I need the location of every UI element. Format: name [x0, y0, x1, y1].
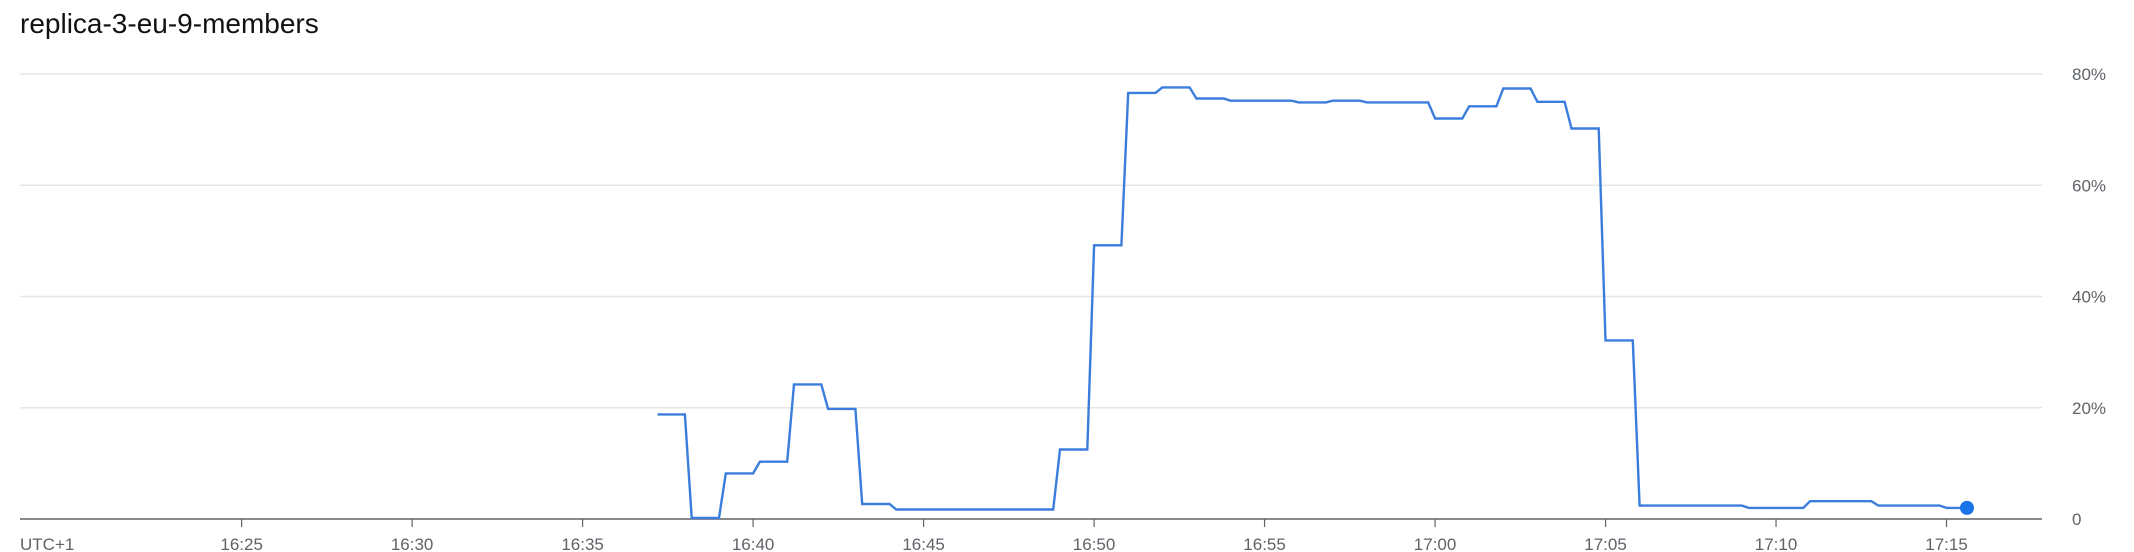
x-axis-ticks: 16:25 16:30 16:35 16:40 16:45 16:50 16:55 17:00…	[220, 519, 1968, 552]
x-tick-label: 16:35	[561, 535, 604, 552]
x-tick-label: 17:05	[1584, 535, 1627, 552]
y-tick-label: 20%	[2072, 399, 2106, 418]
x-tick-label: 16:25	[220, 535, 263, 552]
series-line[interactable]	[657, 86, 1967, 520]
y-tick-label: 80%	[2072, 65, 2106, 84]
last-data-point[interactable]	[1959, 500, 1974, 515]
x-tick-label: 17:00	[1414, 535, 1457, 552]
x-tick-label: 16:30	[391, 535, 434, 552]
y-tick-label: 40%	[2072, 288, 2106, 307]
y-tick-label: 0	[2072, 510, 2081, 529]
gridlines	[20, 73, 2042, 409]
chart-title: replica-3-eu-9-members	[20, 8, 319, 39]
x-tick-label: 17:10	[1755, 535, 1798, 552]
y-tick-label: 60%	[2072, 176, 2106, 195]
x-tick-label: 16:45	[902, 535, 945, 552]
x-tick-label: 17:15	[1925, 535, 1968, 552]
x-tick-label: 16:50	[1073, 535, 1116, 552]
timezone-label: UTC+1	[20, 535, 74, 552]
x-tick-label: 16:55	[1243, 535, 1286, 552]
x-tick-label: 16:40	[732, 535, 775, 552]
y-axis-ticks: 0 20% 40% 60% 80%	[2072, 65, 2106, 529]
